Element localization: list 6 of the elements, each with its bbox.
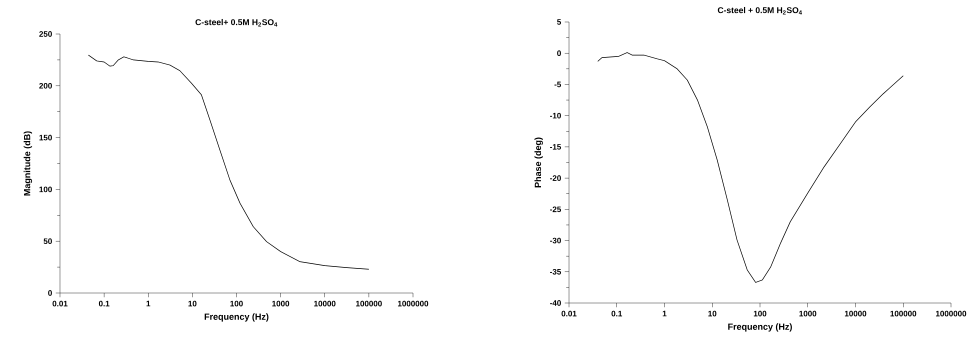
y-axis-title: Phase (deg) <box>534 138 543 188</box>
chart-title: C-steel+ 0.5M H$_{2}$SO$_{4}$ <box>196 18 278 27</box>
x-axis-title: Frequency (Hz) <box>728 323 792 332</box>
y-axis-title: Magnitude (dB) <box>24 131 32 196</box>
chart-title: C-steel + 0.5M H$_{2}$SO$_{4}$ <box>718 6 802 14</box>
x-axis-title: Frequency (Hz) <box>204 313 268 322</box>
